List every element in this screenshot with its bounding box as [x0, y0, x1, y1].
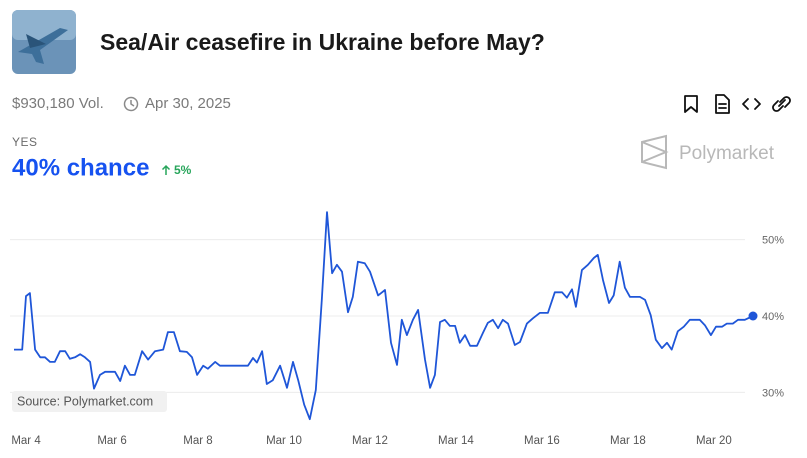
x-tick-label: Mar 4: [11, 435, 41, 447]
brand-name: Polymarket: [679, 143, 775, 164]
x-tick-label: Mar 14: [438, 435, 474, 447]
source-badge: [12, 391, 167, 412]
x-tick-label: Mar 10: [266, 435, 302, 447]
y-tick-label: 50%: [762, 234, 784, 246]
clock-icon: [123, 96, 139, 112]
y-tick-label: 30%: [762, 387, 784, 399]
y-tick-label: 40%: [762, 311, 784, 323]
embed-button[interactable]: [742, 98, 761, 110]
chance: 40% chance: [12, 154, 149, 181]
market-thumbnail: [12, 10, 76, 74]
x-tick-label: Mar 6: [97, 435, 126, 447]
source: Source: Polymarket.com: [17, 394, 153, 408]
market-title: Sea/Air ceasefire in Ukraine before May?: [100, 29, 545, 55]
latest-point: [748, 311, 758, 321]
link-button[interactable]: [772, 96, 791, 112]
x-tick-label: Mar 16: [524, 435, 560, 447]
x-tick-label: Mar 8: [183, 435, 212, 447]
outcome-label: YES: [12, 135, 38, 149]
volume: $930,180 Vol.: [12, 95, 104, 112]
brand-logo: [641, 134, 669, 170]
change: 5%: [174, 163, 192, 177]
chart: 30% 40% 50% Mar 4 Mar 6 Mar 8 Mar 10 Mar 12 Mar …: [10, 211, 784, 447]
price-line: [14, 211, 754, 421]
end-date: Apr 30, 2025: [145, 95, 231, 112]
bookmark-button[interactable]: [684, 95, 698, 113]
x-tick-label: Mar 12: [352, 435, 388, 447]
x-tick-label: Mar 20: [696, 435, 732, 447]
document-button[interactable]: [715, 94, 730, 114]
x-tick-label: Mar 18: [610, 435, 646, 447]
up-arrow: [161, 164, 171, 175]
